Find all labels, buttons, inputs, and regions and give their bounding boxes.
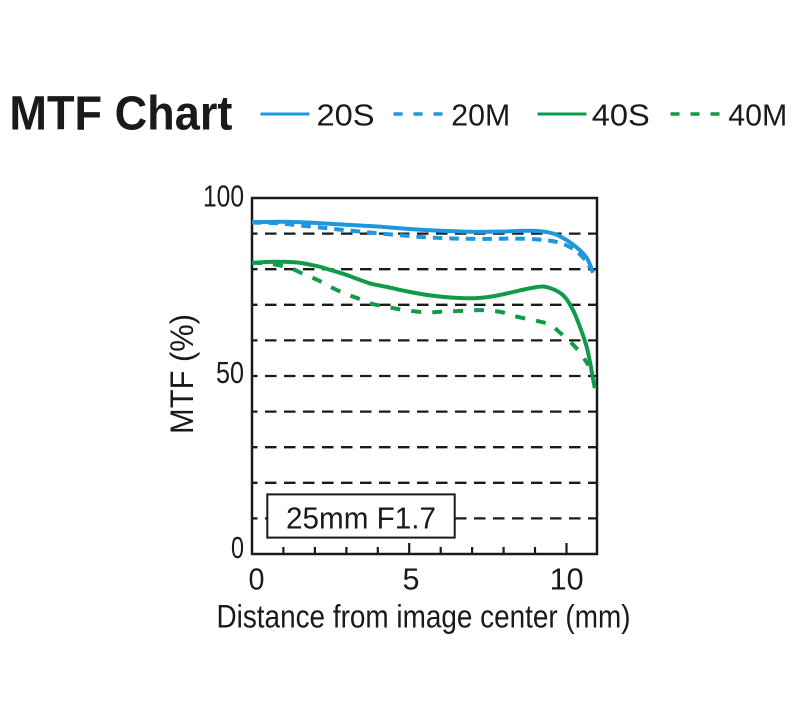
svg-text:10: 10 <box>550 562 584 597</box>
svg-text:Distance from image center (mm: Distance from image center (mm) <box>217 599 631 635</box>
svg-text:20S: 20S <box>317 98 375 133</box>
svg-text:0: 0 <box>231 530 244 565</box>
svg-text:0: 0 <box>249 562 265 597</box>
svg-text:40S: 40S <box>592 98 650 133</box>
svg-text:20M: 20M <box>451 98 510 133</box>
svg-text:MTF (%): MTF (%) <box>164 314 200 434</box>
svg-text:25mm F1.7: 25mm F1.7 <box>286 501 436 536</box>
svg-text:50: 50 <box>216 355 244 390</box>
svg-text:100: 100 <box>203 179 244 214</box>
svg-text:40M: 40M <box>728 98 787 133</box>
svg-text:MTF Chart: MTF Chart <box>9 86 232 140</box>
svg-text:5: 5 <box>403 562 420 597</box>
